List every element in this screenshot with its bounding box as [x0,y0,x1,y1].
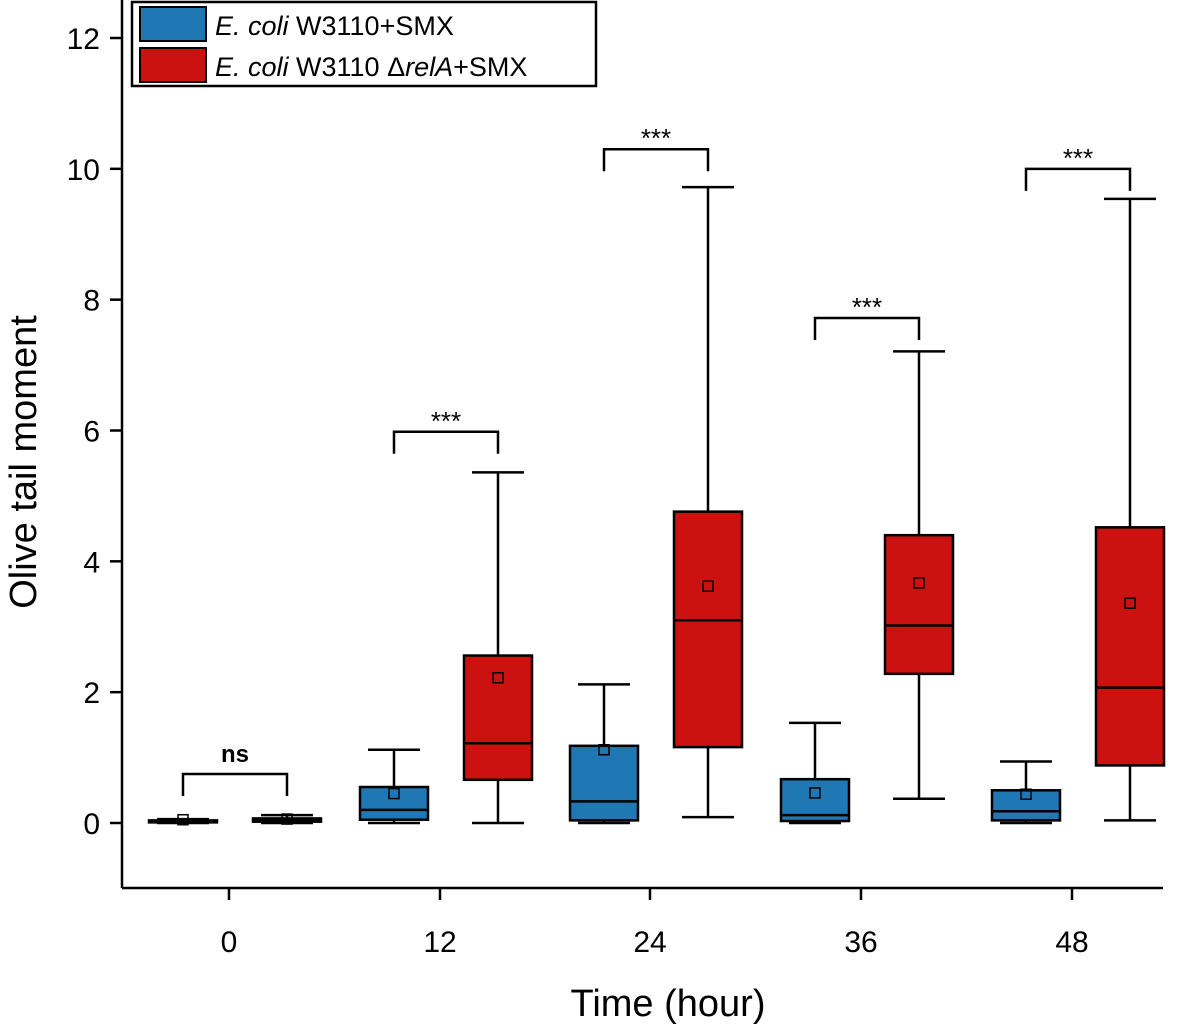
legend-label-wildtype-italic: E. coli [215,11,290,41]
significance-label: ns [221,741,249,768]
legend-label-relA-italic: E. coli [215,52,290,82]
legend-swatch-wildtype [139,6,207,42]
legend-label-relA-gene: relA [405,52,453,82]
significance-bracket [392,430,500,454]
significance-36: *** [813,292,921,340]
box-iqr [568,744,640,822]
significance-0: ns [181,741,289,796]
x-tick-label: 24 [633,926,666,959]
x-tick-label: 48 [1055,926,1088,959]
y-tick-label: 2 [83,677,100,710]
y-ticks: 0 2 4 6 8 10 12 [67,23,122,841]
box-iqr [358,785,430,821]
legend-swatch-relA [139,47,207,83]
y-tick-label: 6 [83,416,100,449]
legend-label-wildtype: E. coli W3110+SMX [215,11,454,41]
significance-bracket [1024,167,1132,191]
significance-12: *** [392,406,500,454]
box-1-12 [462,471,534,825]
box-0-48 [990,760,1062,825]
significance-bracket [181,772,289,796]
y-tick-label: 8 [83,285,100,318]
significance-bracket [813,316,921,340]
legend-label-relA: E. coli W3110 ΔrelA+SMX [215,52,527,82]
box-1-36 [883,350,955,801]
y-axis-title: Olive tail moment [3,315,45,609]
box-1-0 [251,813,323,825]
mean-marker [598,743,610,756]
legend-label-wildtype-rest: W3110+SMX [289,11,454,41]
x-tick-label: 12 [423,926,456,959]
box-0-0 [147,813,219,826]
mean-marker [913,577,925,589]
box-iqr [1094,526,1166,767]
box-iqr [462,654,534,782]
significance-label: *** [431,406,461,436]
x-ticks: 0 12 24 36 48 [221,888,1089,959]
x-axis-title: Time (hour) [571,983,766,1025]
x-tick-label: 36 [844,926,877,959]
box-0-24 [568,683,640,825]
box-0-36 [779,721,851,825]
box-iqr [672,510,744,749]
significance-label: *** [641,123,671,153]
legend-label-relA-rest: +SMX [453,52,527,82]
legend: E. coli W3110+SMX E. coli W3110 ΔrelA+SM… [130,0,598,88]
legend-frame [130,0,598,88]
plot-area: ns *** *** *** *** [147,123,1166,826]
x-tick-label: 0 [221,926,238,959]
box-iqr [990,789,1062,822]
mean-marker [1020,788,1032,800]
box-iqr [883,533,955,676]
box-1-24 [672,185,744,819]
y-tick-label: 4 [83,546,100,579]
mean-marker [809,787,821,799]
legend-label-relA-mid: W3110 Δ [289,52,406,82]
mean-marker [492,672,504,684]
significance-bracket [602,147,710,172]
significance-label: *** [852,292,882,322]
mean-marker [1124,597,1136,609]
mean-marker [281,813,293,825]
significance-24: *** [602,123,710,172]
mean-marker [702,580,714,592]
y-tick-label: 0 [83,808,100,841]
box-0-12 [358,748,430,825]
mean-marker [388,787,400,800]
y-tick-label: 12 [67,23,100,56]
y-tick-label: 10 [67,154,100,187]
box-1-48 [1094,197,1166,822]
mean-marker [177,813,189,826]
significance-label: *** [1063,143,1093,173]
significance-48: *** [1024,143,1132,191]
